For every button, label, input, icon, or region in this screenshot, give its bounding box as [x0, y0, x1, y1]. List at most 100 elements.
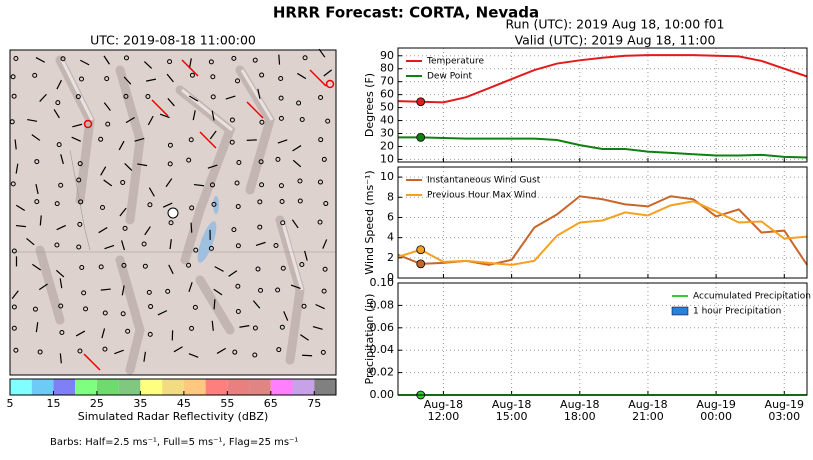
- barb: [292, 145, 302, 152]
- calm-circle: [34, 159, 40, 165]
- calm-circle: [257, 224, 263, 230]
- y-tick-label: 30: [380, 127, 394, 140]
- barb: [188, 282, 193, 292]
- color-band: [205, 379, 228, 395]
- barb: [75, 330, 86, 337]
- calm-circle: [189, 205, 195, 211]
- calm-circle: [278, 115, 284, 121]
- calm-circle: [147, 331, 153, 337]
- x-tick-label: Aug-19 03:00: [765, 398, 804, 423]
- barb: [39, 93, 47, 102]
- barb: [159, 113, 170, 119]
- x-tick-label: Aug-19 00:00: [696, 398, 735, 423]
- calm-circle: [301, 303, 307, 309]
- barb: [11, 290, 19, 299]
- barb: [297, 72, 307, 80]
- y-tick-label: 60: [380, 88, 394, 101]
- barb: [207, 164, 218, 169]
- barb: [292, 159, 302, 168]
- calm-circle: [168, 220, 174, 226]
- calm-circle: [13, 347, 19, 353]
- valid-marker: [416, 259, 426, 269]
- barb: [252, 300, 261, 309]
- calm-circle: [278, 76, 284, 82]
- calm-circle: [120, 179, 126, 185]
- calm-circle: [167, 161, 173, 167]
- legend-label: Dew Point: [427, 72, 473, 82]
- calm-circle: [299, 117, 305, 123]
- barb: [100, 166, 107, 176]
- barb: [169, 239, 172, 250]
- calm-circle: [208, 245, 214, 251]
- barb: [192, 110, 196, 121]
- barb: [214, 266, 224, 272]
- barb: [228, 270, 238, 277]
- calm-circle: [146, 289, 152, 295]
- barb: [121, 240, 126, 251]
- color-band: [53, 379, 76, 395]
- barb-strong: [151, 99, 169, 117]
- calm-circle: [122, 225, 128, 231]
- calm-circle: [252, 325, 258, 331]
- calm-circle: [13, 55, 19, 61]
- color-band: [270, 379, 293, 395]
- calm-circle: [11, 325, 17, 331]
- calm-circle: [121, 262, 127, 268]
- calm-circle: [77, 221, 83, 227]
- barb-note: Barbs: Half=2.5 ms⁻¹, Full=5 ms⁻¹, Flag=…: [50, 437, 298, 448]
- barb: [255, 241, 266, 247]
- calm-circle: [255, 266, 261, 272]
- barb: [103, 55, 110, 65]
- calm-circle: [98, 264, 104, 270]
- calm-circle: [58, 182, 64, 188]
- calm-circle: [99, 205, 105, 211]
- calm-circle: [279, 324, 285, 330]
- y-tick-label: 0.06: [370, 321, 395, 334]
- barb: [322, 239, 328, 249]
- calm-circle: [83, 306, 89, 312]
- barb: [157, 310, 168, 316]
- plot-frame: [397, 166, 808, 279]
- calm-circle: [273, 243, 279, 249]
- barb: [162, 202, 173, 208]
- y-tick-label: 0.04: [370, 343, 395, 356]
- calm-circle: [210, 74, 216, 80]
- barb-strong: [83, 353, 101, 371]
- plot-frame: [397, 282, 808, 396]
- barb-strong: [181, 59, 199, 77]
- barb: [32, 263, 42, 271]
- y-axis-label: Precipitation (in): [363, 294, 376, 385]
- barb: [103, 102, 111, 111]
- calm-circle: [37, 349, 43, 355]
- calm-circle: [296, 100, 302, 106]
- colorbar-tick-label: 45: [177, 397, 191, 410]
- run-time: Run (UTC): 2019 Aug 18, 10:00 f01: [506, 17, 725, 32]
- barb: [167, 97, 175, 107]
- calm-circle: [148, 304, 154, 310]
- map-frame: [9, 49, 337, 376]
- barb: [60, 154, 64, 165]
- calm-circle: [280, 220, 286, 226]
- y-tick-label: 0.02: [370, 366, 395, 379]
- calm-circle: [58, 303, 64, 309]
- map-title: UTC: 2019-08-18 11:00:00: [90, 33, 256, 48]
- calm-circle: [75, 94, 81, 100]
- calm-circle: [120, 311, 126, 317]
- barb: [35, 57, 46, 63]
- calm-circle: [234, 180, 240, 186]
- calm-circle: [76, 177, 82, 183]
- calm-circle: [235, 283, 241, 289]
- barb: [38, 283, 48, 291]
- calm-circle: [145, 94, 151, 100]
- barb: [211, 320, 214, 331]
- calm-circle: [235, 204, 241, 210]
- calm-circle: [258, 287, 264, 293]
- barb: [257, 88, 261, 99]
- x-tick-label: Aug-18 15:00: [492, 398, 531, 423]
- calm-circle: [323, 201, 329, 207]
- colorbar-frame: [9, 378, 337, 396]
- calm-circle: [78, 199, 84, 205]
- barb: [35, 322, 39, 333]
